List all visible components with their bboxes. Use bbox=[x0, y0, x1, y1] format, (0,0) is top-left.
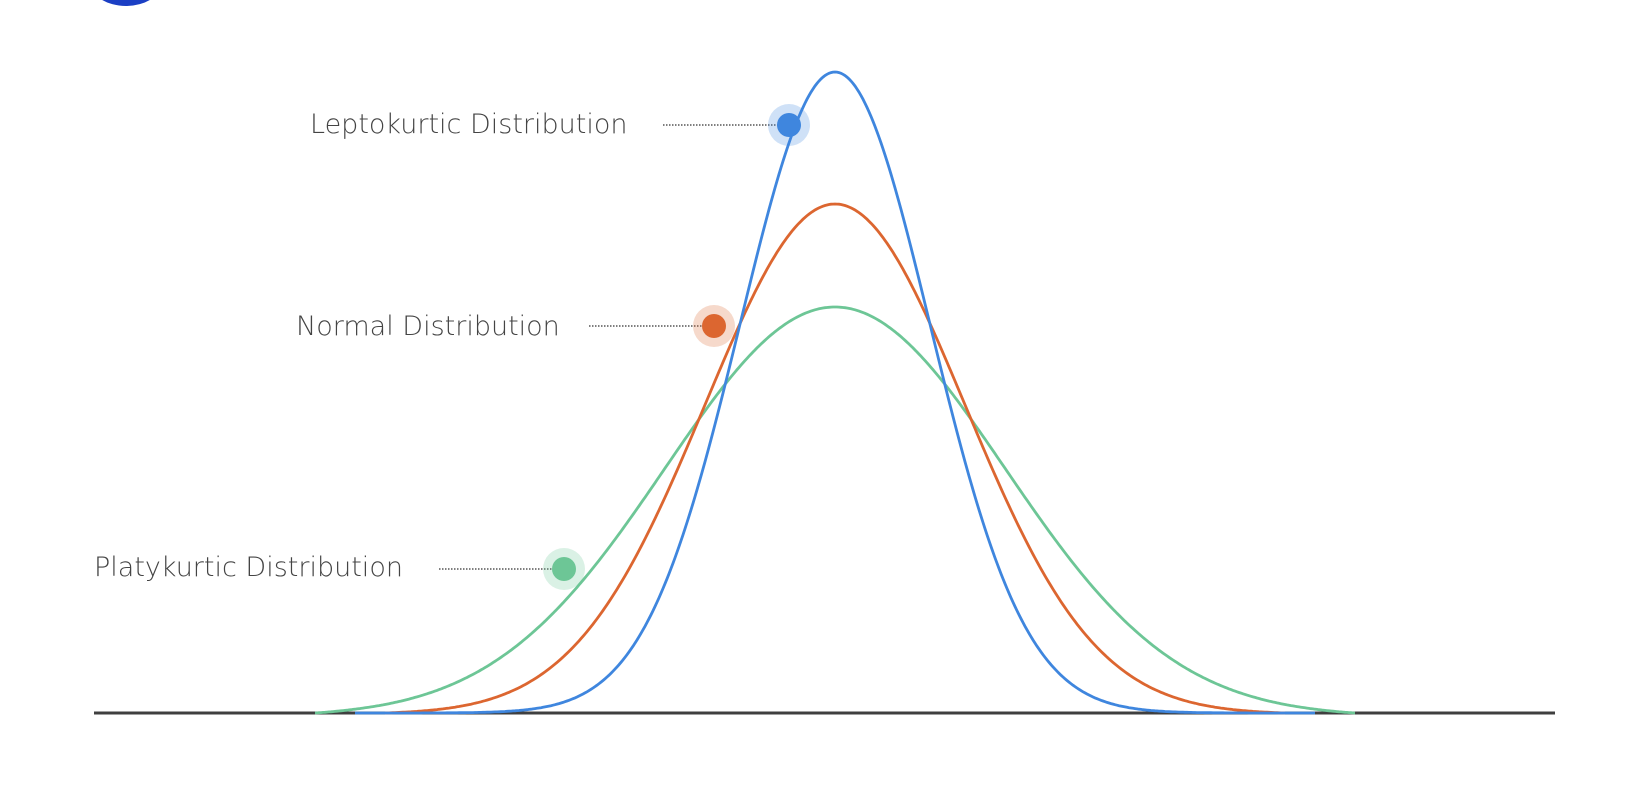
platykurtic-marker bbox=[552, 557, 576, 581]
platykurtic-label: Platykurtic Distribution bbox=[94, 552, 403, 583]
normal-marker bbox=[702, 314, 726, 338]
normal-callout: Normal Distribution bbox=[296, 305, 735, 347]
logo-circle bbox=[102, 0, 150, 6]
normal-label: Normal Distribution bbox=[296, 311, 560, 342]
leptokurtic-label: Leptokurtic Distribution bbox=[310, 109, 627, 140]
leptokurtic-callout: Leptokurtic Distribution bbox=[310, 104, 810, 146]
leptokurtic-curve bbox=[355, 70, 1315, 715]
leptokurtic-marker bbox=[777, 113, 801, 137]
platykurtic-curve bbox=[314, 305, 1356, 715]
normal-curve bbox=[384, 202, 1286, 715]
platykurtic-callout: Platykurtic Distribution bbox=[94, 548, 585, 590]
